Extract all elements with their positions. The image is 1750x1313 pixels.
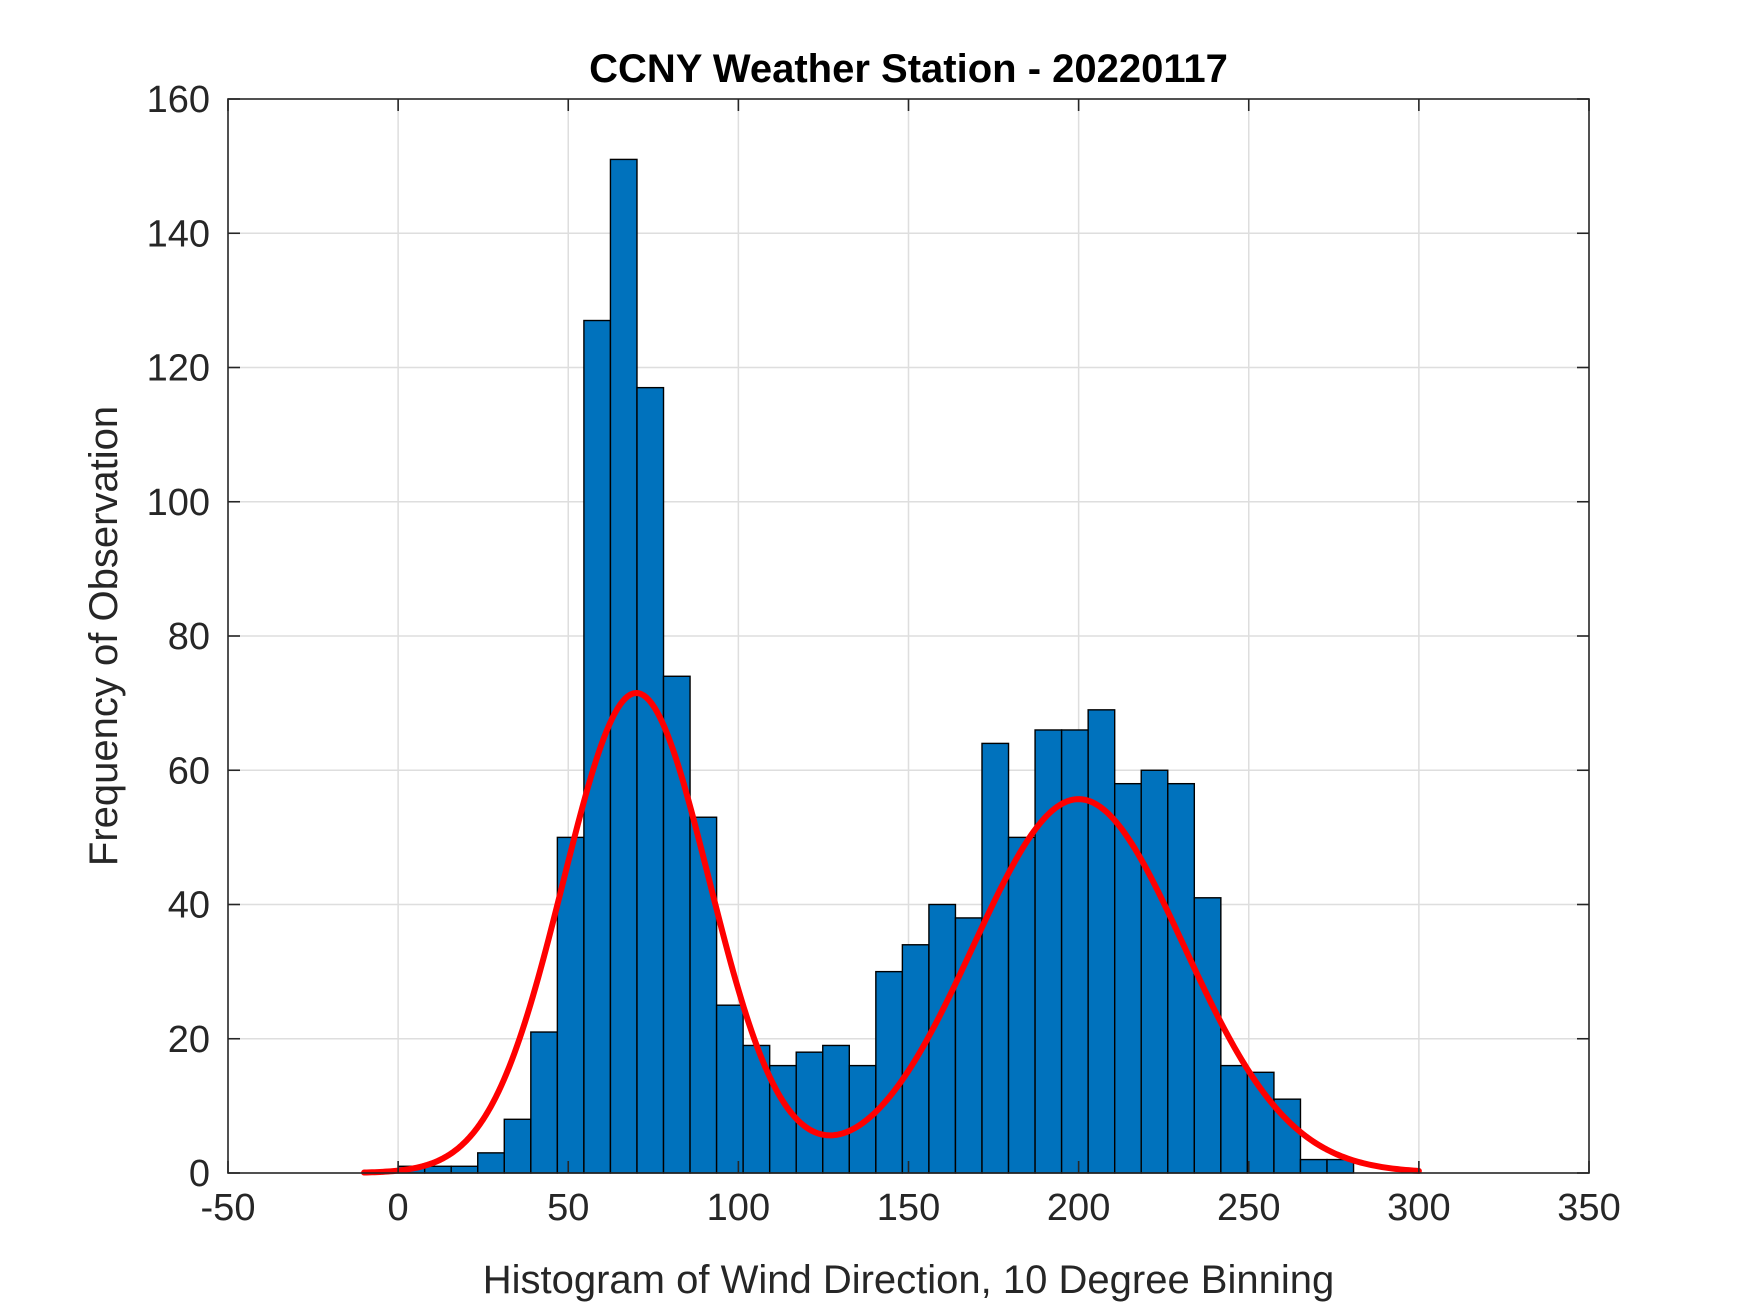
histogram-bar [530, 1031, 559, 1174]
histogram-bar [1140, 769, 1169, 1174]
x-tick-label: 50 [547, 1187, 589, 1229]
histogram-bar [1299, 1158, 1328, 1174]
y-tick-label: 40 [168, 885, 210, 927]
y-tick-label: 60 [168, 750, 210, 792]
x-tick-label: 100 [707, 1187, 770, 1229]
histogram-bar [1220, 1064, 1249, 1174]
fit-curve-layer [361, 690, 1422, 1176]
histogram-bar [662, 675, 691, 1174]
histogram-bar [477, 1152, 505, 1174]
histogram-bar [1193, 897, 1222, 1174]
y-tick-label: 120 [147, 348, 210, 390]
x-tick-label: 300 [1387, 1187, 1450, 1229]
x-axis-label: Histogram of Wind Direction, 10 Degree B… [483, 1258, 1335, 1302]
y-tick-label: 100 [147, 482, 210, 524]
histogram-bar [1034, 729, 1063, 1174]
histogram-bar [450, 1165, 479, 1174]
histogram-bar [981, 742, 1010, 1174]
histogram-bar [636, 386, 665, 1174]
x-tick-label: 0 [388, 1187, 409, 1229]
y-tick-label: 160 [147, 79, 210, 121]
histogram-bar [822, 1044, 850, 1174]
histogram-bar [503, 1118, 532, 1174]
x-tick-label: 350 [1557, 1187, 1620, 1229]
histogram-bar [928, 903, 957, 1174]
x-tick-label: -50 [201, 1187, 256, 1229]
y-axis-label: Frequency of Observation [82, 406, 126, 866]
histogram-bar [583, 319, 612, 1174]
tick-labels: -50 0 50 100 150 200 250 300 3500204060801001201… [147, 79, 1621, 1229]
histogram-bar [715, 1004, 744, 1174]
x-tick-label: 250 [1217, 1187, 1280, 1229]
axes [227, 98, 1590, 1174]
histogram-bar [609, 158, 638, 1174]
fit-curve [361, 690, 1422, 1176]
histogram-bar [875, 970, 904, 1174]
histogram-bar [689, 816, 718, 1174]
histogram-bar [1167, 782, 1196, 1174]
histogram-bar [1007, 836, 1036, 1174]
histogram-bar [1087, 709, 1116, 1174]
y-tick-label: 20 [168, 1019, 210, 1061]
histogram-bar [795, 1051, 824, 1174]
y-tick-label: 140 [147, 213, 210, 255]
y-tick-label: 80 [168, 616, 210, 658]
x-tick-label: 200 [1047, 1187, 1110, 1229]
x-tick-label: 150 [877, 1187, 940, 1229]
chart-title: CCNY Weather Station - 20220117 [589, 47, 1228, 91]
y-tick-label: 0 [189, 1153, 210, 1195]
